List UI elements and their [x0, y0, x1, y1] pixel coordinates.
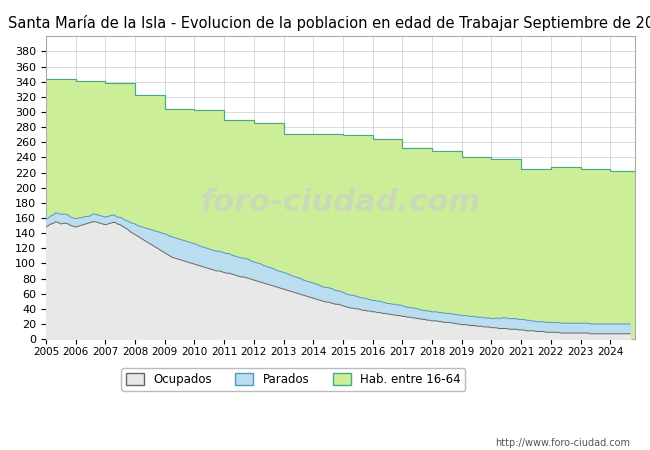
Text: foro-ciudad.com: foro-ciudad.com [200, 189, 480, 217]
Title: Santa María de la Isla - Evolucion de la poblacion en edad de Trabajar Septiembr: Santa María de la Isla - Evolucion de la… [8, 15, 650, 31]
Legend: Ocupados, Parados, Hab. entre 16-64: Ocupados, Parados, Hab. entre 16-64 [122, 368, 465, 391]
Text: http://www.foro-ciudad.com: http://www.foro-ciudad.com [495, 437, 630, 447]
